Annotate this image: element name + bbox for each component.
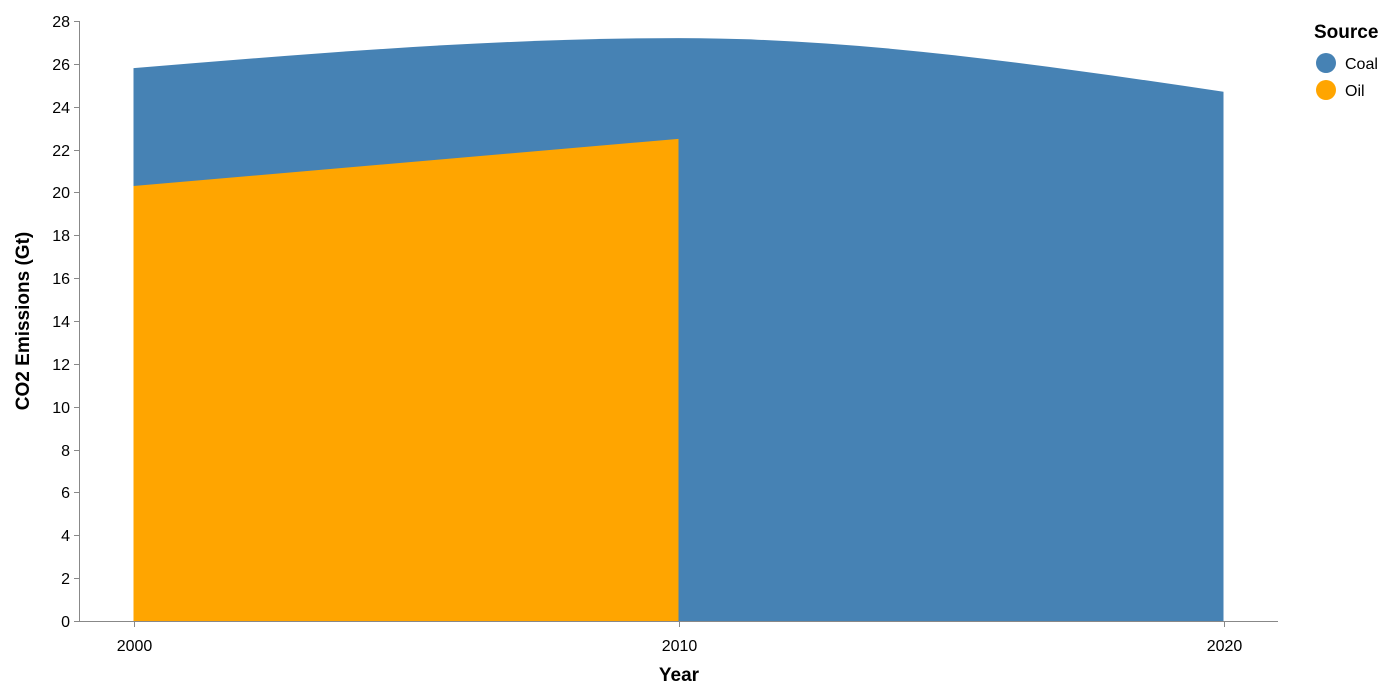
y-tick-label: 24	[52, 100, 70, 117]
legend-swatch-coal	[1316, 53, 1336, 73]
y-tick-label: 10	[52, 400, 70, 417]
y-tick-label: 18	[52, 228, 70, 245]
y-tick-label: 12	[52, 357, 70, 374]
y-tick-label: 26	[52, 57, 70, 74]
y-tick-label: 6	[61, 485, 70, 502]
series-layer	[133, 38, 1224, 621]
legend: Source Coal Oil	[1314, 22, 1378, 100]
y-tick-label: 22	[52, 143, 70, 160]
y-tick-label: 14	[52, 314, 70, 331]
y-tick-label: 20	[52, 185, 70, 202]
y-tick-label: 28	[52, 14, 70, 31]
y-tick-label: 16	[52, 271, 70, 288]
y-tick-label: 0	[61, 614, 70, 631]
legend-title: Source	[1314, 22, 1378, 43]
legend-swatch-oil	[1316, 80, 1336, 100]
legend-label-oil: Oil	[1345, 83, 1365, 100]
legend-entries: Coal Oil	[1316, 53, 1378, 100]
x-tick-label: 2000	[117, 638, 153, 655]
x-tick-label: 2010	[662, 638, 698, 655]
y-axis-title: CO2 Emissions (Gt)	[13, 232, 34, 410]
x-tick-label: 2020	[1207, 638, 1243, 655]
legend-label-coal: Coal	[1345, 56, 1378, 73]
x-axis-ticks: 2000 2010 2020	[117, 621, 1243, 655]
x-axis-title: Year	[659, 665, 700, 686]
area-oil	[133, 138, 679, 621]
y-tick-label: 2	[61, 571, 70, 588]
y-tick-label: 4	[61, 528, 70, 545]
y-tick-label: 8	[61, 443, 70, 460]
